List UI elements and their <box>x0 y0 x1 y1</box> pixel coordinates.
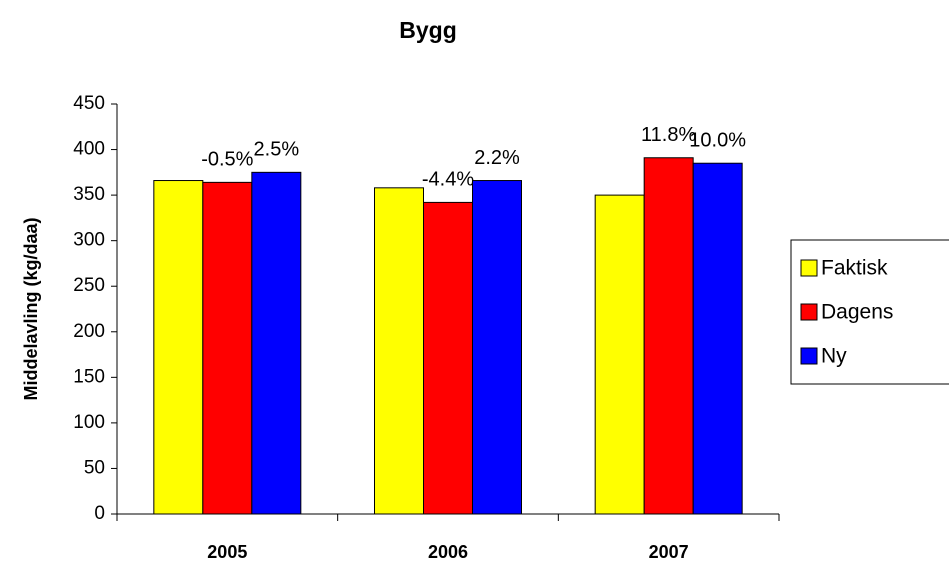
bar-annotation: 2.5% <box>254 139 300 161</box>
y-tick-label: 50 <box>84 457 105 478</box>
legend-swatch <box>800 259 818 277</box>
legend-label: Dagens <box>821 301 893 324</box>
y-tick-label: 150 <box>73 366 105 387</box>
x-tick-label: 2007 <box>649 542 689 562</box>
chart-title: Bygg <box>399 17 457 43</box>
bar-annotation: 2.2% <box>474 147 520 169</box>
x-tick-label: 2006 <box>428 542 468 562</box>
bar <box>643 157 694 515</box>
bar <box>202 181 253 515</box>
y-tick-label: 450 <box>73 93 105 114</box>
y-axis-label: Middelavling (kg/daa) <box>21 217 41 400</box>
bar-annotation: 11.8% <box>641 124 696 146</box>
bar-annotation: -4.4% <box>422 169 474 191</box>
y-tick-label: 0 <box>94 503 105 524</box>
y-tick-label: 350 <box>73 184 105 205</box>
y-tick-label: 300 <box>73 230 105 251</box>
legend-label: Ny <box>821 345 847 368</box>
bar <box>594 194 645 515</box>
legend-swatch <box>800 347 818 365</box>
bar <box>472 180 522 515</box>
y-tick-label: 400 <box>73 139 105 160</box>
y-tick-label: 250 <box>73 275 105 296</box>
legend-swatch <box>800 303 818 321</box>
y-tick-label: 100 <box>73 412 105 433</box>
bar <box>374 187 424 515</box>
bar <box>153 180 204 515</box>
bar <box>692 162 743 515</box>
bar-annotation: -0.5% <box>201 149 253 171</box>
bar <box>423 201 473 515</box>
bar <box>251 171 302 515</box>
y-tick-label: 200 <box>73 321 105 342</box>
bar-annotation: 10.0% <box>689 130 746 152</box>
x-tick-label: 2005 <box>207 542 247 562</box>
legend-label: Faktisk <box>821 257 888 280</box>
